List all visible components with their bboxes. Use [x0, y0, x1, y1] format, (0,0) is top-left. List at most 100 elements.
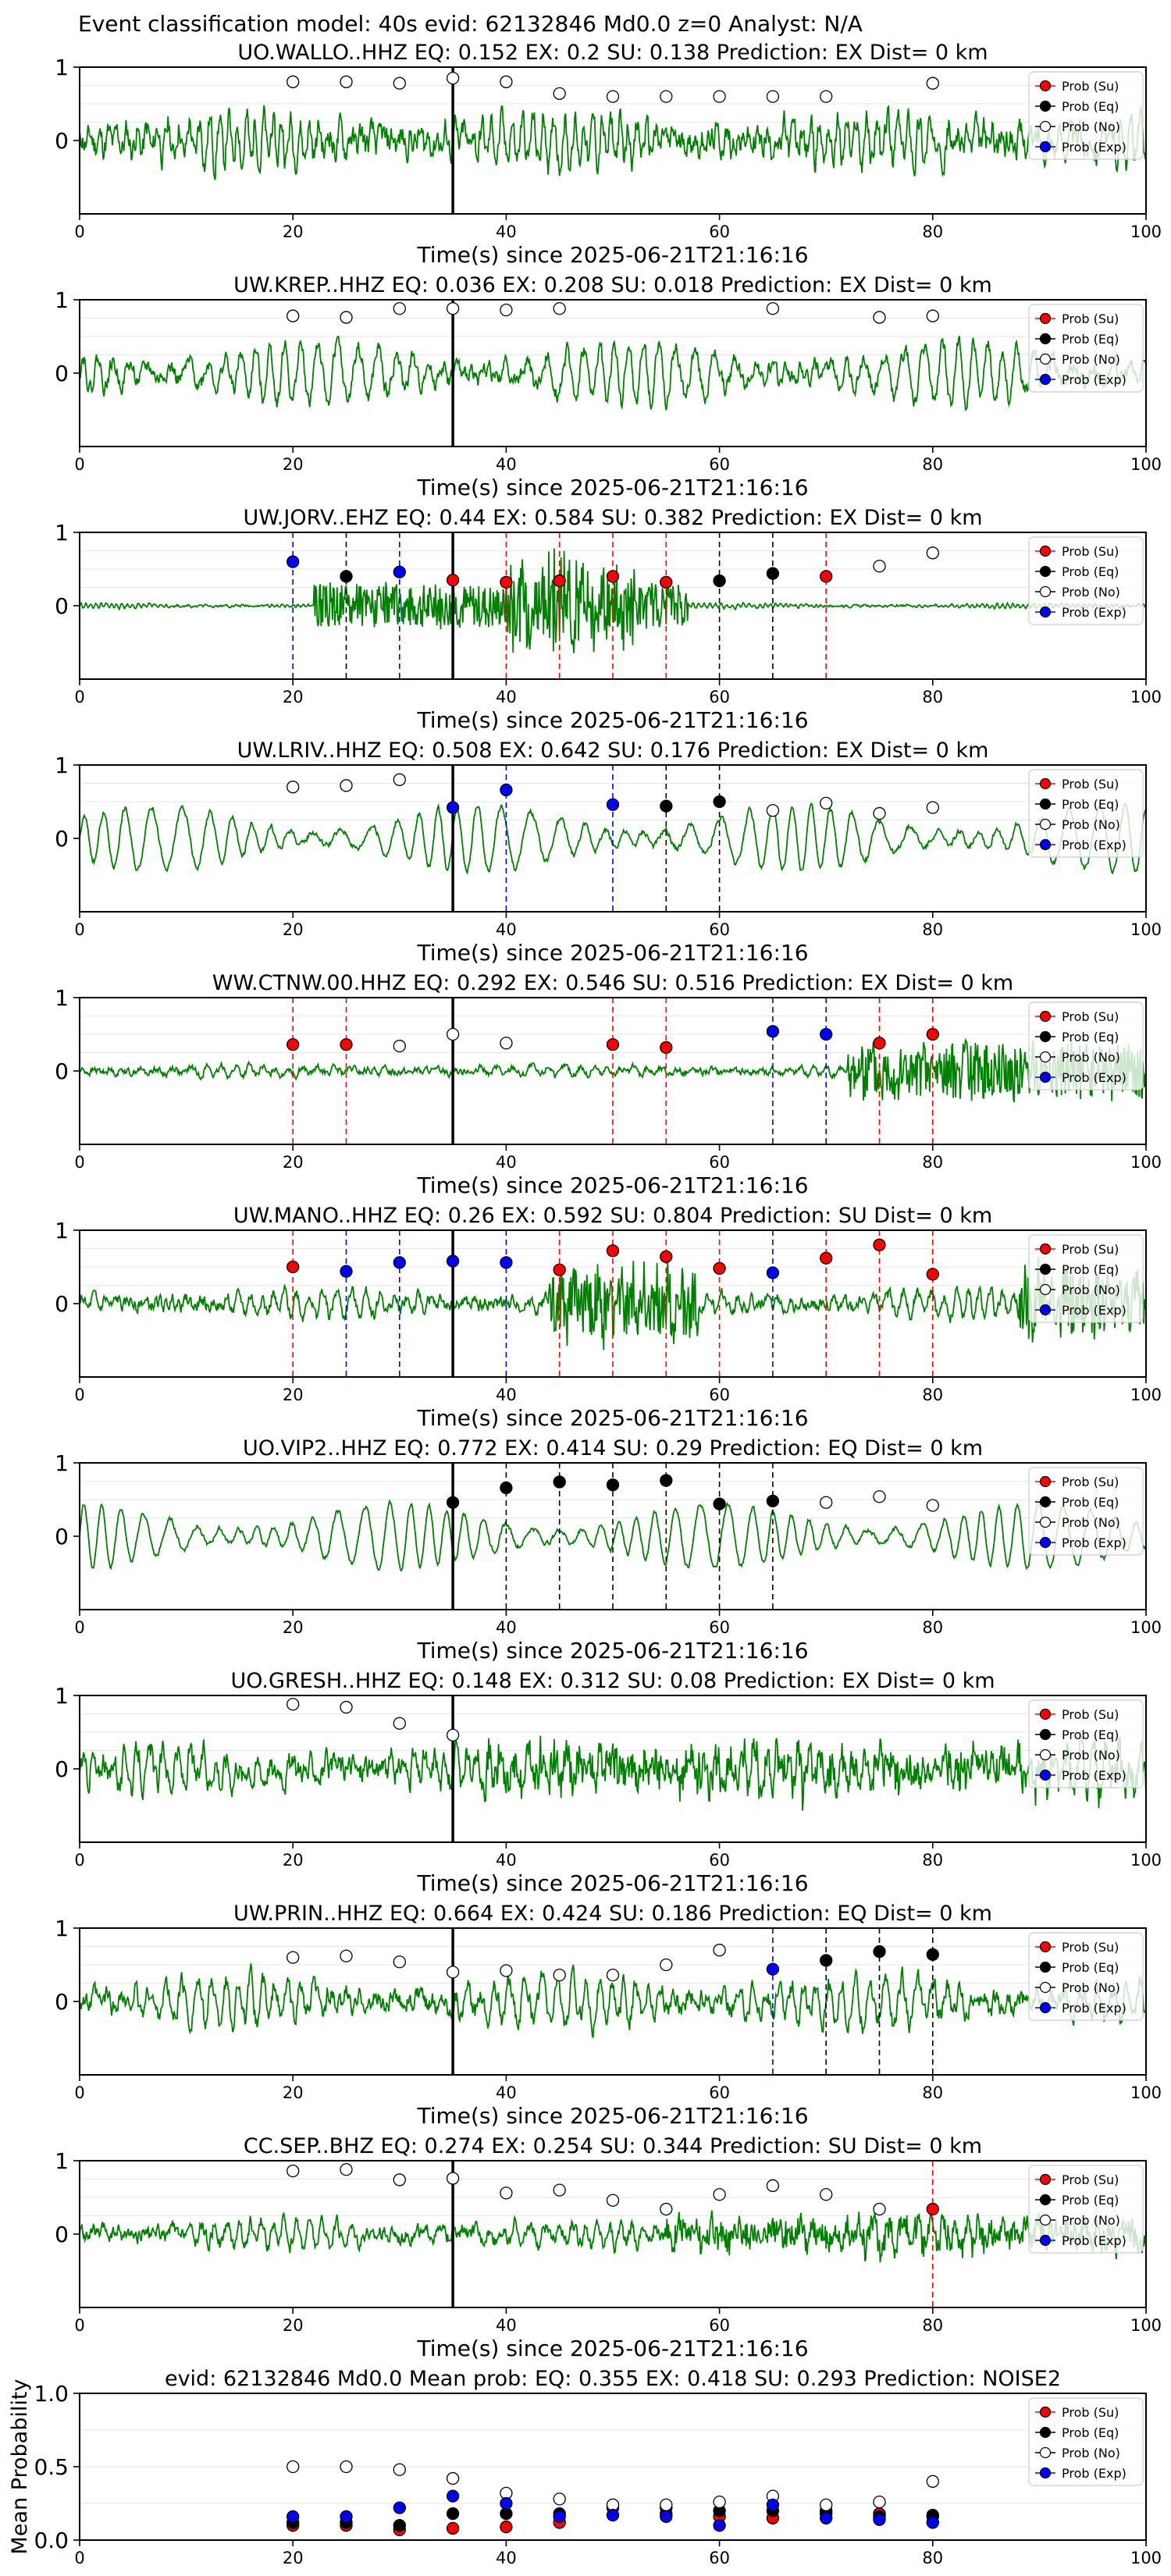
legend-label: Prob (Su): [1062, 544, 1119, 559]
y-tick-label: 1: [55, 520, 69, 546]
legend-label: Prob (Su): [1062, 1707, 1119, 1722]
x-tick-label: 100: [1130, 2083, 1162, 2102]
prob-marker: [287, 2460, 300, 2474]
legend-marker: [1039, 1708, 1052, 1720]
x-tick-label: 60: [709, 1618, 730, 1637]
plot-area: [80, 532, 1146, 679]
x-tick-label: 40: [496, 2316, 517, 2335]
x-axis-label: Time(s) since 2025-06-21T21:16:16: [416, 242, 808, 268]
x-tick-label: 100: [1130, 222, 1162, 241]
plot-area: [80, 300, 1146, 447]
panel-title: UW.MANO..HHZ EQ: 0.26 EX: 0.592 SU: 0.80…: [233, 1204, 992, 1228]
legend-marker: [1039, 353, 1052, 365]
prob-marker: [820, 1251, 833, 1265]
prob-marker: [553, 2492, 566, 2506]
legend-marker: [1039, 312, 1052, 325]
x-tick-label: 40: [496, 2549, 517, 2567]
prob-marker: [820, 1954, 833, 1967]
prob-marker: [446, 1966, 460, 1979]
y-tick-label: 1: [55, 287, 69, 313]
prob-marker: [553, 87, 566, 100]
legend-label: Prob (Exp): [1062, 1535, 1127, 1550]
x-tick-label: 20: [283, 222, 304, 241]
prob-marker: [393, 1717, 406, 1730]
legend-label: Prob (No): [1062, 2446, 1120, 2460]
x-tick-label: 80: [922, 2316, 943, 2335]
x-axis-label: Time(s) since 2025-06-21T21:16:16: [416, 1172, 808, 1198]
prob-marker: [446, 1496, 460, 1509]
legend-label: Prob (No): [1062, 1748, 1120, 1763]
x-tick-label: 80: [922, 1386, 943, 1404]
prob-marker: [446, 1728, 460, 1742]
prob-marker: [340, 779, 353, 792]
x-tick-label: 20: [283, 455, 304, 474]
legend-label: Prob (Exp): [1062, 838, 1127, 852]
y-tick-label: 1: [55, 1218, 69, 1244]
x-tick-label: 100: [1130, 1386, 1162, 1404]
legend-box: [1028, 536, 1144, 625]
legend-label: Prob (Eq): [1062, 2193, 1119, 2208]
legend-box: [1028, 1932, 1144, 2021]
legend-label: Prob (Exp): [1062, 605, 1127, 620]
y-tick-label: 1: [55, 1683, 69, 1709]
legend-label: Prob (Su): [1062, 1242, 1119, 1257]
legend: Prob (Su) Prob (Eq) Prob (No) Prob (Exp): [1028, 1932, 1144, 2021]
panel-0: UO.WALLO..HHZ EQ: 0.152 EX: 0.2 SU: 0.13…: [55, 41, 1162, 268]
prob-marker: [820, 570, 833, 583]
prob-marker: [926, 2202, 939, 2216]
panel-title: UW.PRIN..HHZ EQ: 0.664 EX: 0.424 SU: 0.1…: [233, 1902, 992, 1926]
prob-marker: [393, 1955, 406, 1969]
legend-label: Prob (Su): [1062, 1940, 1119, 1955]
y-tick-label: 0: [55, 1989, 69, 2015]
legend-label: Prob (No): [1062, 585, 1120, 600]
legend-marker: [1039, 606, 1052, 618]
x-tick-label: 0: [74, 2316, 84, 2335]
legend-label: Prob (Exp): [1062, 1768, 1127, 1783]
legend-marker: [1039, 585, 1052, 598]
legend: Prob (Su) Prob (Eq) Prob (No) Prob (Exp): [1028, 1467, 1144, 1556]
legend-marker: [1039, 2446, 1052, 2459]
legend: Prob (Su) Prob (Eq) Prob (No) Prob (Exp): [1028, 304, 1144, 393]
x-axis-label: Time(s) since 2025-06-21T21:16:16: [416, 475, 808, 500]
prob-marker: [766, 302, 780, 315]
x-tick-label: 20: [283, 1618, 304, 1637]
prob-marker: [553, 302, 566, 315]
prob-marker: [340, 2163, 353, 2176]
prob-marker: [926, 801, 939, 814]
prob-marker: [393, 2173, 406, 2186]
legend-marker: [1039, 1051, 1052, 1063]
y-tick-label: 1: [55, 985, 69, 1011]
prob-marker: [340, 2460, 353, 2474]
prob-marker: [873, 1944, 886, 1959]
legend-label: Prob (No): [1062, 1050, 1120, 1065]
x-tick-label: 100: [1130, 455, 1162, 474]
legend: Prob (Su) Prob (Eq) Prob (No) Prob (Exp): [1028, 1002, 1144, 1091]
x-tick-label: 40: [496, 1618, 517, 1637]
panel-title: CC.SEP..BHZ EQ: 0.274 EX: 0.254 SU: 0.34…: [244, 2134, 982, 2158]
x-tick-label: 40: [496, 1386, 517, 1404]
prob-marker: [820, 1496, 833, 1509]
panel-3: UW.LRIV..HHZ EQ: 0.508 EX: 0.642 SU: 0.1…: [55, 738, 1162, 966]
prob-marker: [500, 1964, 513, 1977]
x-tick-label: 60: [709, 2316, 730, 2335]
prob-marker: [500, 2496, 513, 2510]
x-tick-label: 60: [709, 920, 730, 939]
panel-title: WW.CTNW.00.HHZ EQ: 0.292 EX: 0.546 SU: 0…: [212, 971, 1013, 995]
waveform-trace: [80, 105, 1146, 180]
legend-label: Prob (No): [1062, 2213, 1120, 2228]
prob-marker: [766, 1266, 780, 1279]
legend-box: [1028, 2397, 1144, 2486]
legend-marker: [1039, 1243, 1052, 1255]
prob-marker: [660, 1250, 673, 1263]
legend: Prob (Su) Prob (Eq) Prob (No) Prob (Exp): [1028, 1699, 1144, 1788]
legend-marker: [1039, 565, 1052, 578]
prob-marker: [820, 2498, 833, 2512]
x-tick-label: 40: [496, 920, 517, 939]
x-axis-label: Time(s) since 2025-06-21T21:16:16: [416, 1870, 808, 1896]
legend-label: Prob (Eq): [1062, 1495, 1119, 1510]
x-tick-label: 0: [74, 2549, 84, 2567]
legend: Prob (Su) Prob (Eq) Prob (No) Prob (Exp): [1028, 2165, 1144, 2254]
prob-marker: [820, 2511, 833, 2524]
x-tick-label: 40: [496, 688, 517, 706]
prob-marker: [926, 1268, 939, 1281]
